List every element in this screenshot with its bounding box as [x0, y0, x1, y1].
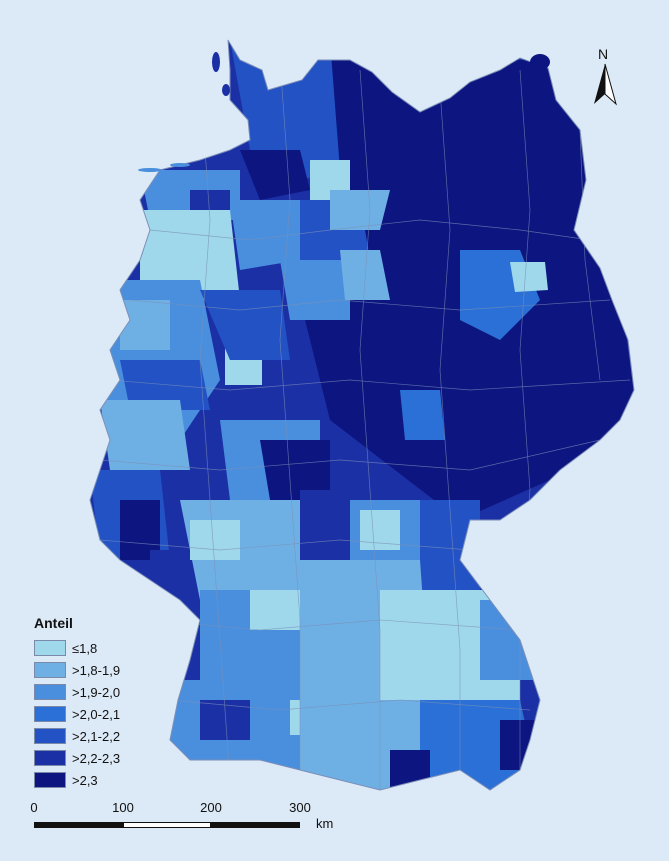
- region-stuttgart: [250, 590, 300, 630]
- legend: Anteil ≤1,8 >1,8-1,9 >1,9-2,0 >2,0-2,1 >…: [34, 615, 184, 791]
- legend-swatch: [34, 728, 66, 744]
- legend-swatch: [34, 706, 66, 722]
- island-foehr: [222, 84, 230, 96]
- region-saxony-anhalt-south: [400, 390, 445, 440]
- legend-label: >1,8-1,9: [72, 662, 121, 678]
- region-hesse-north: [260, 440, 330, 500]
- region-lower-bavaria: [480, 600, 540, 680]
- north-arrow-right: [604, 63, 617, 106]
- scale-segment-3: [211, 822, 300, 828]
- legend-item: ≤1,8: [34, 637, 184, 659]
- region-boundaries: [99, 59, 631, 790]
- legend-swatch: [34, 750, 66, 766]
- region-berlin: [510, 262, 548, 292]
- legend-label: >2,0-2,1: [72, 706, 121, 722]
- germany-outline: [89, 39, 635, 791]
- island-ruegen: [530, 54, 550, 70]
- region-hannover: [280, 260, 350, 320]
- scale-segment-2: [123, 822, 211, 828]
- region-rhineland: [100, 400, 190, 470]
- legend-label: >2,2-2,3: [72, 750, 121, 766]
- region-upper-franconia: [420, 500, 480, 600]
- island-frisian-2: [170, 163, 190, 167]
- region-lake-constance: [200, 700, 250, 740]
- legend-label: >2,3: [72, 772, 98, 788]
- region-nrw-north: [120, 300, 170, 350]
- region-hunsrueck: [120, 500, 160, 560]
- legend-item: >1,9-2,0: [34, 681, 184, 703]
- legend-label: ≤1,8: [72, 640, 98, 656]
- island-hiddensee: [494, 88, 506, 96]
- region-alpine: [390, 750, 430, 790]
- scale-bar: 0 100 200 300 km: [30, 800, 354, 840]
- scale-tick-label: 200: [200, 800, 222, 815]
- legend-item: >2,0-2,1: [34, 703, 184, 725]
- region-schleswig: [230, 40, 340, 180]
- region-oldenburg: [230, 200, 300, 270]
- island-sylt: [212, 52, 220, 72]
- legend-item: >1,8-1,9: [34, 659, 184, 681]
- scale-unit: km: [316, 816, 334, 831]
- legend-item: >2,3: [34, 769, 184, 791]
- region-ruhr: [120, 360, 210, 410]
- legend-swatch: [34, 772, 66, 788]
- legend-item: >2,1-2,2: [34, 725, 184, 747]
- region-braunschweig: [340, 250, 390, 300]
- region-lueneburg: [330, 190, 390, 230]
- legend-swatch: [34, 684, 66, 700]
- north-arrow-left: [594, 64, 605, 104]
- north-label: N: [598, 46, 609, 62]
- legend-swatch: [34, 640, 66, 656]
- scale-tick-label: 300: [289, 800, 311, 815]
- legend-swatch: [34, 662, 66, 678]
- island-frisian-1: [138, 168, 162, 172]
- legend-item: >2,2-2,3: [34, 747, 184, 769]
- north-arrow-icon: [594, 63, 617, 106]
- legend-label: >1,9-2,0: [72, 684, 121, 700]
- scale-tick-label: 100: [112, 800, 134, 815]
- island-usedom: [545, 114, 551, 122]
- region-bamberg: [360, 510, 400, 550]
- region-emsland: [140, 210, 240, 300]
- region-rhine-main: [190, 520, 240, 560]
- scale-tick-label: 0: [30, 800, 38, 815]
- legend-title: Anteil: [34, 615, 73, 631]
- region-hamburg-north: [240, 150, 310, 200]
- legend-label: >2,1-2,2: [72, 728, 121, 744]
- scale-segment-1: [34, 822, 123, 828]
- region-thuringia-south: [300, 490, 360, 530]
